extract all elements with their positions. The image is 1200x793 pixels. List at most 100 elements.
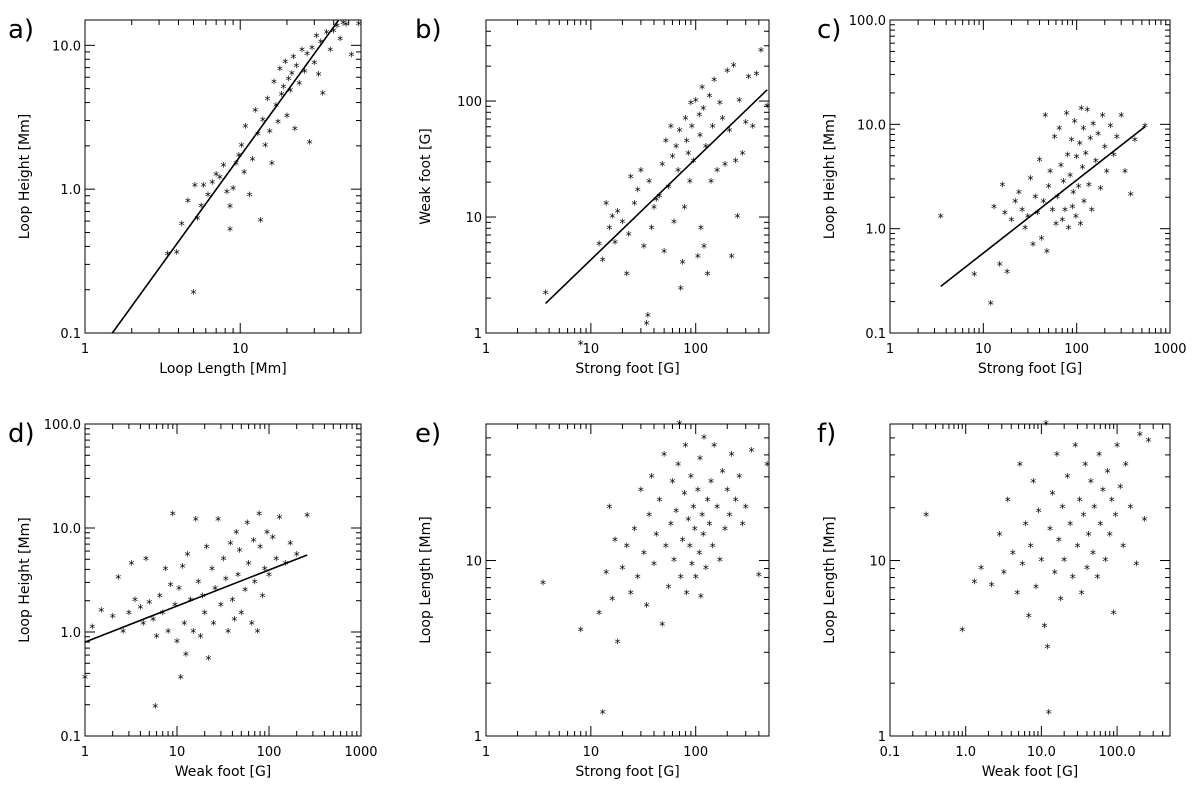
data-point: * [1111,150,1117,164]
data-point: * [262,140,268,154]
data-point: * [348,49,354,63]
data-point: * [615,206,621,220]
data-point: * [706,90,712,104]
data-point: * [748,445,754,459]
panel-e: e) 1 10 100 1 10 Strong foot [G] Loop Length [M… [415,418,770,780]
data-point: * [700,103,706,117]
data-point: * [327,45,333,59]
data-point: * [1107,529,1113,543]
data-point: * [197,631,203,645]
plot-frame [84,423,362,737]
data-point: * [635,184,641,198]
data-point: * [206,653,212,667]
data-point: * [1114,131,1120,145]
data-point: * [1117,482,1123,496]
y-tick-label: 10.0 [52,522,81,537]
panel-label: e) [415,419,441,449]
data-point: * [628,587,634,601]
x-tick-label: 100 [1064,342,1089,357]
data-point: * [1142,121,1148,135]
data-point: * [989,580,995,594]
data-point: * [260,590,266,604]
data-point: * [740,148,746,162]
plot-frame [84,19,362,334]
data-point: * [699,82,705,96]
data-point: * [726,125,732,139]
fit-line [545,89,768,304]
data-point: * [1084,563,1090,577]
data-point: * [1123,459,1129,473]
data-point: * [1046,707,1052,721]
data-point: * [174,247,180,261]
data-point: * [1100,485,1106,499]
data-point: * [665,582,671,596]
data-point: * [1047,166,1053,180]
data-point: * [603,567,609,581]
data-point: * [249,618,255,632]
data-point: * [690,156,696,170]
data-point: * [195,576,201,590]
data-point: * [217,172,223,186]
data-point: * [1078,103,1084,117]
fit-line [111,20,340,333]
data-point: * [230,183,236,197]
x-tick-label: 100 [683,745,708,760]
data-point: * [1090,547,1096,561]
data-point: * [126,608,132,622]
data-point: * [224,186,230,200]
data-point: * [140,618,146,632]
data-point: * [220,160,226,174]
data-point: * [676,418,682,432]
data-point: * [988,298,994,312]
data-point: * [701,241,707,255]
data-point: * [1094,572,1100,586]
data-point: * [1137,429,1143,443]
data-point: * [187,595,193,609]
data-point: * [1096,449,1102,463]
data-point: * [1005,494,1011,508]
x-tick-label: 1.0 [955,745,976,760]
data-point: * [1079,587,1085,601]
y-tick-label: 10 [869,555,886,570]
data-point: * [176,583,182,597]
data-point: * [1078,218,1084,232]
data-point: * [178,672,184,686]
panel-label: c) [817,15,841,45]
data-point: * [673,506,679,520]
data-point: * [1097,519,1103,533]
data-point: * [703,563,709,577]
data-point: * [693,95,699,109]
data-point: * [675,459,681,473]
data-point: * [164,249,170,263]
data-point: * [1112,510,1118,524]
data-point: * [1056,123,1062,137]
data-point: * [695,485,701,499]
data-point: * [711,440,717,454]
data-point: * [663,135,669,149]
data-point: * [1091,502,1097,516]
data-point: * [1044,641,1050,655]
data-point: * [150,614,156,628]
x-axis-label: Strong foot [G] [978,361,1082,377]
data-point: * [540,577,546,591]
data-point: * [736,471,742,485]
data-point: * [997,529,1003,543]
data-point: * [1026,610,1032,624]
data-point: * [1081,196,1087,210]
data-point: * [331,25,337,39]
data-point: * [1058,593,1064,607]
data-point: * [311,57,317,71]
data-point: * [1012,196,1018,210]
data-point: * [1102,141,1108,155]
data-point: * [163,563,169,577]
data-point: * [646,510,652,524]
data-point: * [624,268,630,282]
data-point: * [265,94,271,108]
y-tick-label: 1 [474,730,482,745]
plot-frame [889,19,1171,334]
data-point: * [277,63,283,77]
y-tick-label: 1 [878,730,886,745]
data-point: * [157,590,163,604]
x-tick-label: 1 [482,745,490,760]
data-point: * [687,176,693,190]
